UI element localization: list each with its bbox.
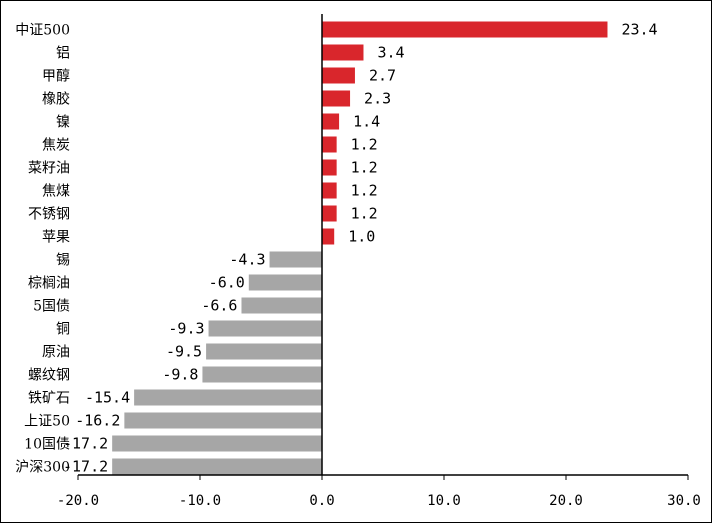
bar-11 (248, 274, 322, 291)
bar-6 (322, 159, 337, 176)
bar-17 (124, 412, 322, 429)
value-label-4: 1.4 (353, 113, 380, 131)
category-label-5: 焦炭 (42, 138, 70, 154)
value-label-12: -6.6 (201, 297, 237, 315)
x-tick-label-3: 10.0 (427, 493, 461, 509)
bar-3 (322, 90, 351, 107)
value-label-17: -16.2 (75, 412, 120, 430)
category-label-13: 铜 (56, 322, 70, 338)
x-axis-ticks: -20.0 -10.0 0.0 10.0 20.0 30.0 (57, 475, 701, 509)
value-label-5: 1.2 (351, 136, 378, 154)
category-label-4: 镍 (56, 115, 70, 131)
bar-8 (322, 205, 337, 222)
bar-12 (241, 297, 322, 314)
value-label-0: 23.4 (621, 21, 657, 39)
bar-2 (322, 67, 355, 84)
value-label-15: -9.8 (162, 366, 198, 384)
category-label-16: 铁矿石 (28, 391, 70, 407)
value-label-18: -17.2 (63, 435, 108, 453)
value-label-9: 1.0 (348, 228, 375, 246)
category-label-11: 棕榈油 (28, 276, 70, 292)
category-label-7: 焦煤 (42, 184, 70, 200)
bars-group (112, 21, 608, 475)
category-label-6: 菜籽油 (28, 161, 70, 177)
value-label-13: -9.3 (168, 320, 204, 338)
value-label-11: -6.0 (209, 274, 245, 292)
category-label-14: 原油 (42, 345, 70, 361)
bar-0 (322, 21, 608, 38)
value-label-6: 1.2 (351, 159, 378, 177)
value-label-19: -17.2 (63, 458, 108, 476)
category-label-1: 铝 (56, 46, 70, 62)
value-label-16: -15.4 (85, 389, 130, 407)
x-tick-label-1: -10.0 (179, 493, 221, 509)
bar-9 (322, 228, 335, 245)
value-label-3: 2.3 (364, 90, 391, 108)
category-label-3: 橡胶 (42, 91, 70, 108)
value-label-8: 1.2 (351, 205, 378, 223)
category-label-9: 苹果 (42, 230, 70, 246)
category-label-15: 螺纹钢 (28, 368, 70, 384)
value-labels: 23.4 3.4 2.7 2.3 1.4 1.2 1.2 1.2 1.2 1.0 -4.3 -6.0 -… (63, 21, 658, 476)
category-label-17: 上证50 (24, 414, 70, 430)
value-label-7: 1.2 (351, 182, 378, 200)
value-label-1: 3.4 (377, 44, 404, 62)
x-tick-label-4: 20.0 (549, 493, 583, 509)
value-label-14: -9.5 (166, 343, 202, 361)
bar-1 (322, 44, 364, 61)
bar-14 (206, 343, 322, 360)
category-label-18: 10国债 (24, 437, 70, 453)
category-label-2: 甲醇 (42, 68, 70, 85)
category-label-19: 沪深300 (15, 460, 70, 476)
bar-7 (322, 182, 337, 199)
category-label-12: 5国债 (33, 299, 70, 315)
bar-15 (202, 366, 322, 383)
x-tick-label-5: 30.0 (667, 493, 701, 509)
category-label-10: 锡 (56, 253, 70, 269)
value-label-10: -4.3 (229, 251, 265, 269)
bar-16 (134, 389, 322, 406)
bar-10 (269, 251, 322, 268)
bar-5 (322, 136, 337, 153)
x-tick-label-0: -20.0 (57, 493, 99, 509)
bar-18 (112, 435, 322, 452)
category-label-8: 不锈钢 (28, 207, 70, 223)
bar-13 (208, 320, 322, 337)
x-tick-label-2: 0.0 (309, 493, 334, 509)
bar-4 (322, 113, 340, 130)
bar-19 (112, 458, 322, 475)
value-label-2: 2.7 (369, 67, 396, 85)
category-label-0: 中证500 (15, 23, 70, 39)
